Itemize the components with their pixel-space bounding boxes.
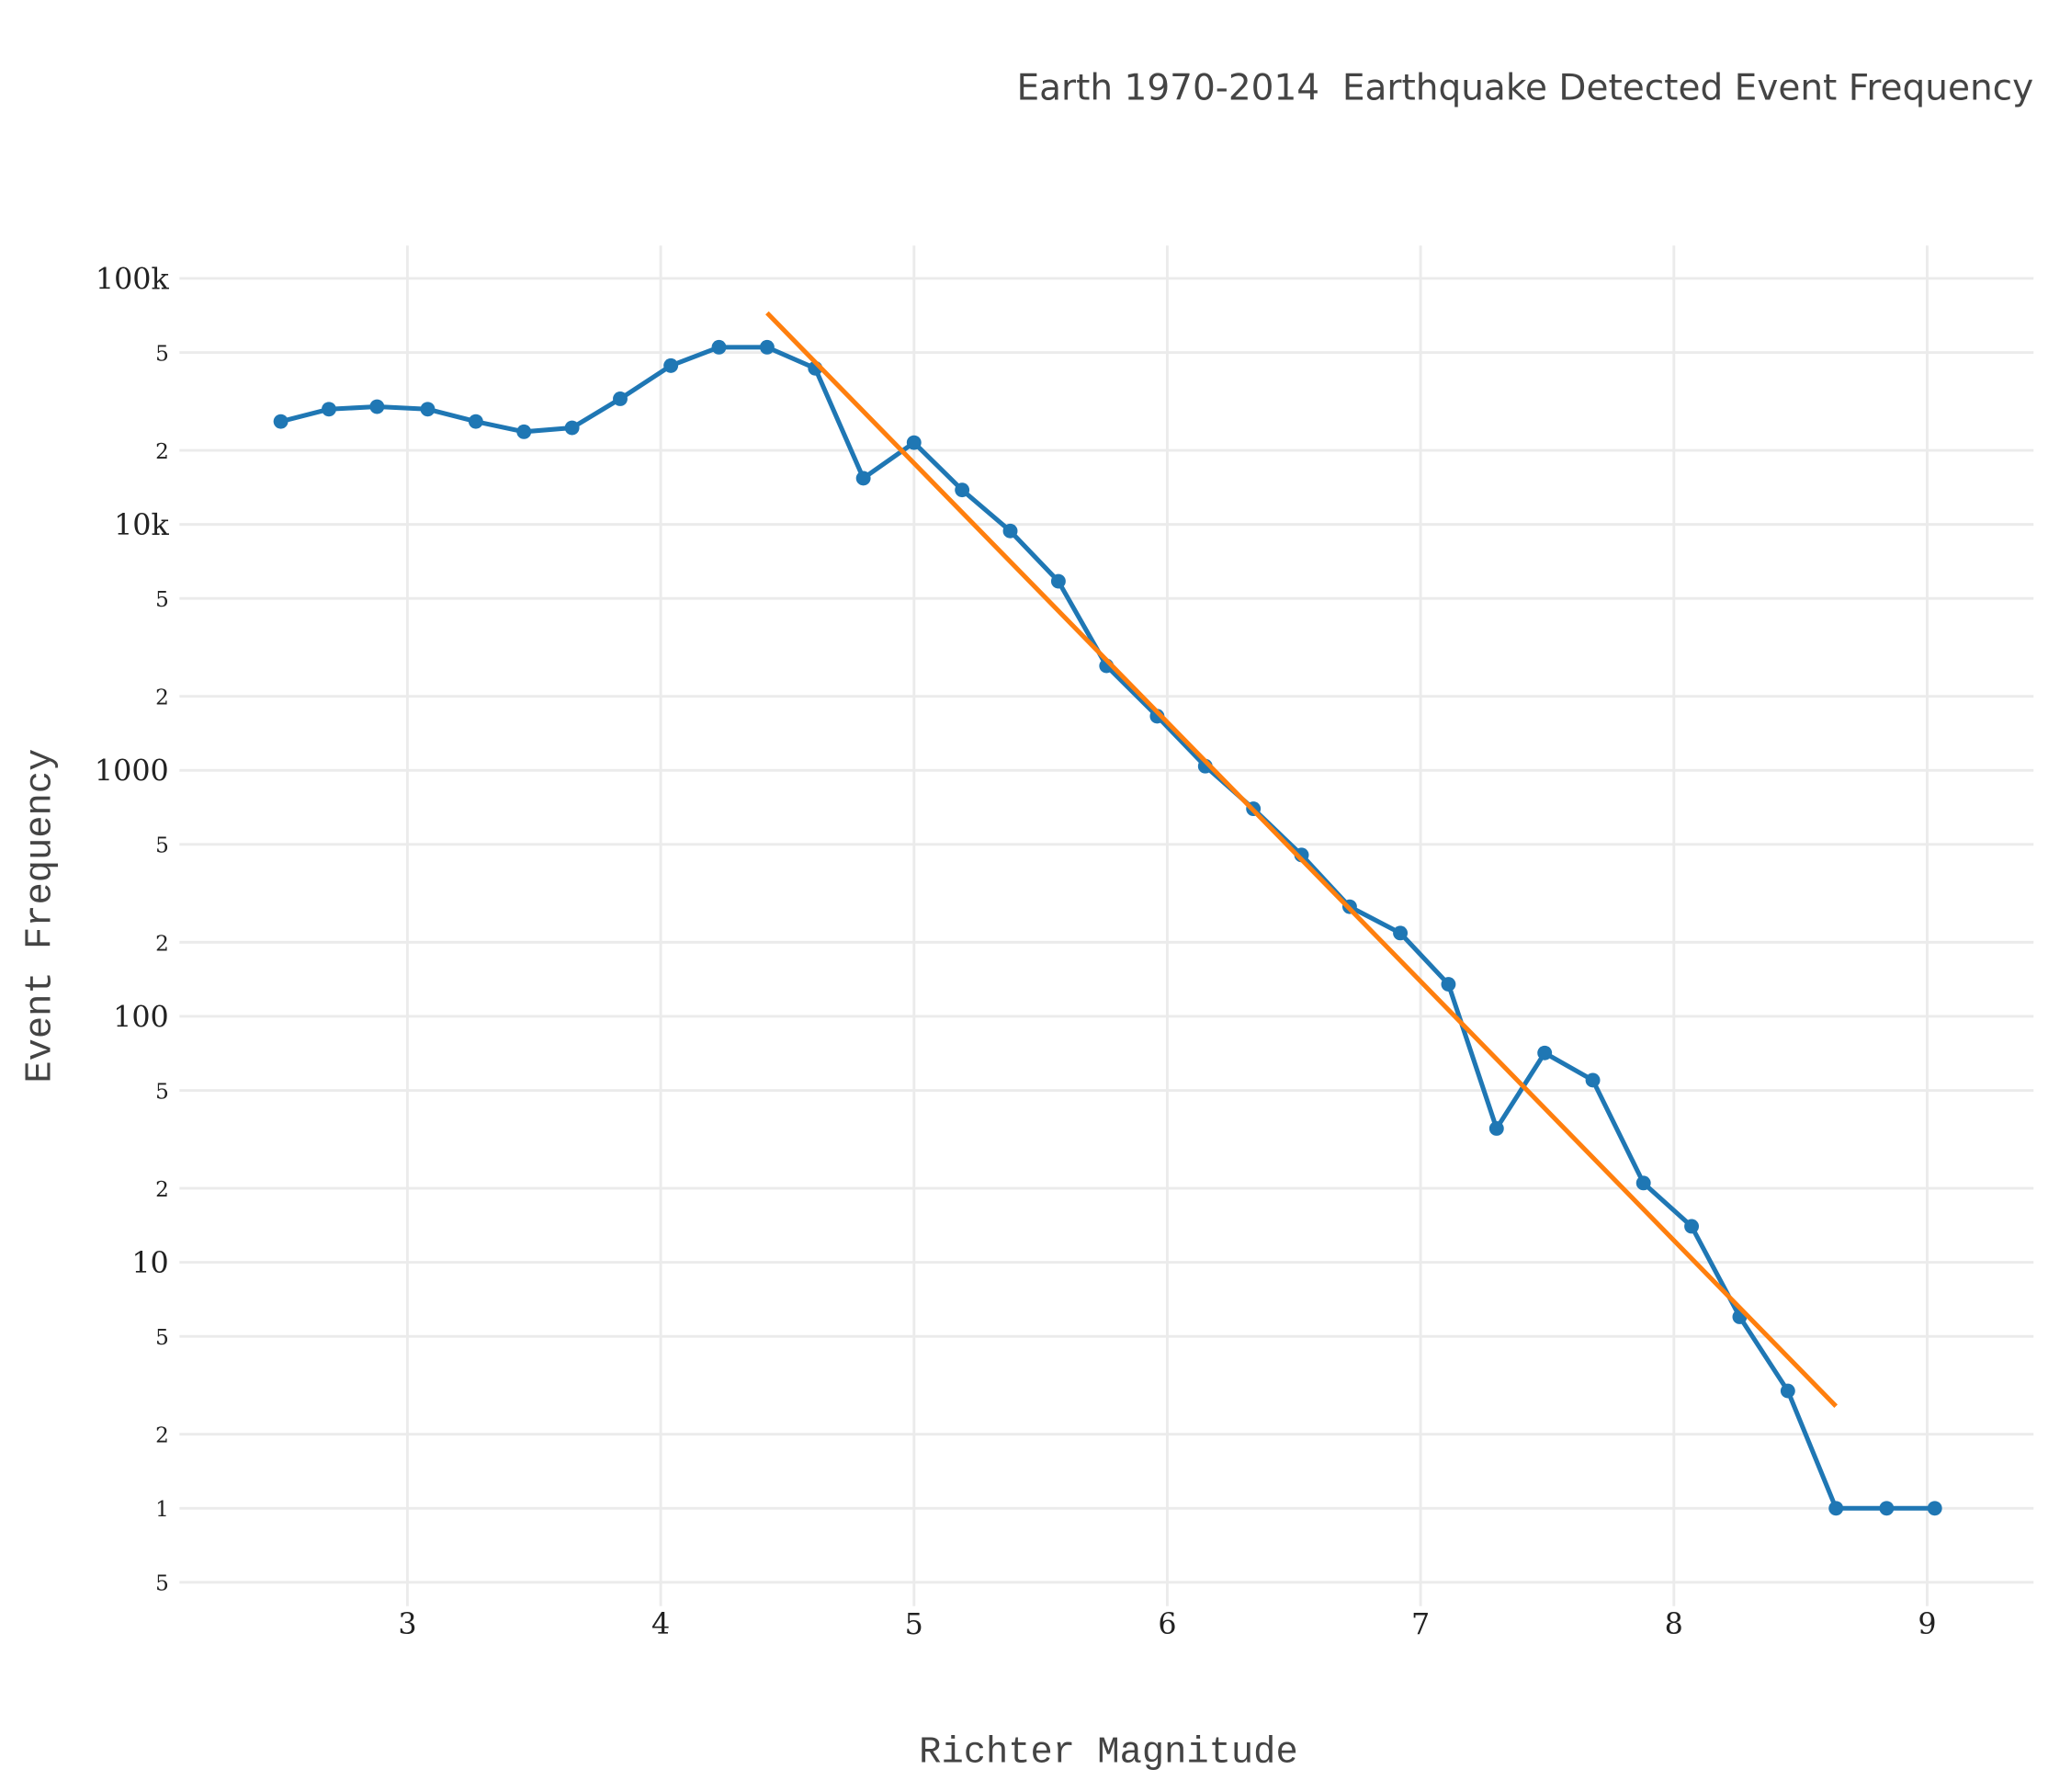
data-point: [420, 402, 436, 417]
data-point: [468, 414, 483, 429]
chart-title: Earth 1970-2014 Earthquake Detected Even…: [1017, 68, 2034, 109]
x-tick-label: 6: [1158, 1608, 1176, 1641]
data-point: [1780, 1383, 1795, 1399]
y-axis-title: Event Frequency: [19, 749, 62, 1083]
y-tick-label: 1: [155, 1498, 169, 1522]
x-tick-label: 9: [1918, 1608, 1936, 1641]
y-tick-label: 2: [155, 1424, 169, 1448]
data-point: [322, 402, 336, 417]
data-line: [765, 311, 1839, 1408]
data-point: [1441, 977, 1456, 992]
data-point: [516, 424, 532, 439]
y-tick-label: 2: [155, 932, 169, 956]
data-point: [1879, 1501, 1895, 1516]
y-tick-label: 5: [155, 342, 169, 366]
data-point: [273, 414, 289, 429]
y-tick-label: 5: [155, 834, 169, 858]
data-point: [1393, 925, 1408, 941]
data-point: [1684, 1219, 1700, 1234]
data-point: [1488, 1121, 1504, 1136]
y-tick-label: 5: [155, 1326, 169, 1350]
data-point: [955, 482, 970, 498]
y-tick-label: 2: [155, 1178, 169, 1202]
y-tick-label: 100: [113, 1001, 169, 1034]
data-point: [369, 399, 385, 414]
x-tick-label: 8: [1665, 1608, 1683, 1641]
y-tick-label: 5: [155, 588, 169, 612]
data-point: [855, 471, 871, 486]
data-point: [1635, 1175, 1651, 1191]
y-tick-label: 5: [155, 1572, 169, 1596]
y-tick-label: 2: [155, 686, 169, 710]
y-tick-label: 10k: [114, 509, 169, 542]
data-point: [759, 339, 775, 355]
x-tick-label: 7: [1411, 1608, 1430, 1641]
data-point: [564, 420, 580, 436]
data-point: [1050, 573, 1066, 589]
data-line: [279, 345, 1935, 1511]
y-tick-label: 10: [131, 1247, 168, 1280]
data-point: [613, 391, 628, 406]
x-axis-title: Richter Magnitude: [919, 1731, 1298, 1774]
y-tick-label: 1000: [95, 755, 169, 788]
y-tick-label: 2: [155, 440, 169, 464]
x-tick-label: 5: [905, 1608, 923, 1641]
data-point: [1927, 1501, 1942, 1516]
y-tick-label: 5: [155, 1080, 169, 1104]
data-point: [1537, 1045, 1553, 1060]
data-point: [711, 339, 727, 355]
y-tick-label: 100k: [96, 263, 170, 296]
x-tick-label: 3: [398, 1608, 416, 1641]
data-point: [906, 435, 922, 450]
x-tick-label: 4: [651, 1608, 670, 1641]
data-point: [663, 357, 679, 373]
data-point: [1002, 523, 1018, 539]
data-point: [1828, 1501, 1844, 1516]
data-point: [1585, 1072, 1601, 1088]
